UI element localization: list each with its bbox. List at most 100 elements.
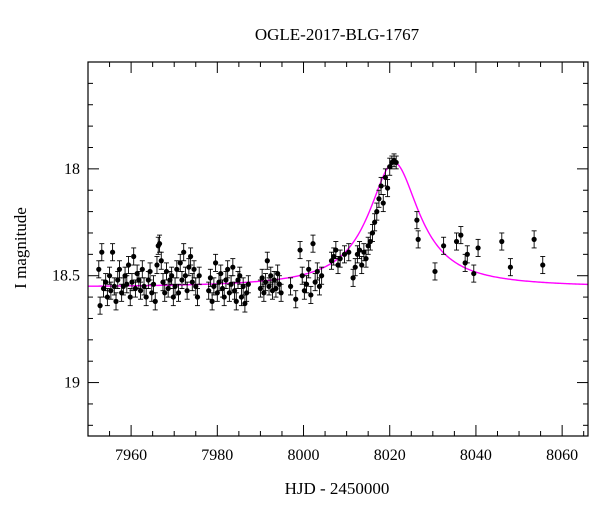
data-point	[187, 253, 194, 260]
data-point	[441, 243, 447, 249]
x-tick-label: 8040	[460, 447, 492, 464]
data-point	[206, 288, 212, 294]
x-tick-label: 8060	[546, 447, 578, 464]
data-point	[100, 285, 107, 292]
data-point	[310, 241, 316, 247]
data-point	[136, 277, 142, 283]
data-point	[223, 277, 229, 283]
data-point	[115, 277, 121, 283]
data-point	[177, 260, 183, 266]
data-point	[189, 279, 195, 285]
data-point	[104, 294, 110, 300]
data-point	[131, 253, 137, 260]
data-point	[218, 270, 224, 277]
chart-title: OGLE-2017-BLG-1767	[255, 25, 420, 44]
data-point	[346, 249, 352, 255]
data-point	[337, 256, 343, 262]
data-point	[259, 275, 265, 281]
data-point	[453, 238, 460, 245]
data-point	[106, 273, 113, 279]
data-point	[352, 264, 358, 270]
data-point	[193, 283, 199, 289]
data-point	[499, 238, 505, 245]
data-point	[471, 270, 477, 277]
data-point	[209, 298, 215, 304]
data-point	[306, 266, 312, 272]
data-point	[169, 273, 175, 279]
data-point	[158, 258, 164, 264]
data-point	[432, 268, 438, 275]
data-point	[116, 266, 123, 272]
data-point	[113, 298, 119, 304]
data-point	[350, 275, 356, 281]
data-point	[125, 262, 132, 268]
data-point	[266, 283, 272, 289]
data-point	[314, 268, 320, 275]
data-point	[278, 290, 284, 296]
data-point	[207, 275, 214, 281]
data-point	[365, 243, 371, 249]
data-point	[507, 264, 514, 270]
data-point	[287, 283, 294, 289]
data-point	[382, 174, 389, 181]
data-point	[363, 256, 369, 262]
y-axis-label: I magnitude	[11, 207, 30, 289]
data-point	[458, 232, 464, 238]
data-point	[99, 249, 105, 255]
data-point	[242, 300, 248, 307]
data-point	[301, 288, 307, 294]
x-tick-label: 7980	[201, 447, 233, 464]
data-point	[103, 279, 109, 285]
data-point	[328, 258, 335, 264]
data-point	[369, 230, 376, 236]
data-point	[196, 273, 202, 279]
data-point	[137, 288, 144, 294]
data-point	[312, 279, 318, 285]
data-point	[361, 249, 367, 255]
data-point	[237, 273, 243, 279]
data-point	[331, 253, 337, 260]
data-point	[231, 288, 238, 294]
data-point	[230, 264, 236, 270]
y-tick-label: 19	[64, 375, 80, 392]
data-point	[194, 294, 201, 300]
data-point	[380, 200, 386, 206]
data-point	[540, 262, 546, 268]
data-point	[97, 303, 103, 309]
data-point	[356, 247, 363, 253]
data-point	[152, 298, 158, 304]
data-point	[179, 277, 185, 283]
data-point	[111, 283, 117, 289]
data-point	[531, 236, 537, 242]
data-point	[143, 294, 149, 300]
data-point	[341, 251, 348, 257]
data-point	[160, 279, 166, 285]
data-point	[293, 296, 299, 302]
data-point	[257, 285, 264, 292]
data-point	[268, 273, 274, 279]
data-point	[108, 288, 114, 294]
data-point	[238, 294, 245, 300]
data-point	[245, 281, 251, 287]
data-point	[354, 251, 360, 257]
data-point	[333, 247, 339, 253]
data-point	[335, 262, 341, 268]
data-point	[163, 268, 170, 275]
data-point	[464, 251, 470, 257]
data-point	[96, 266, 102, 272]
data-point	[415, 236, 421, 242]
data-point	[124, 281, 130, 287]
data-point	[172, 283, 178, 289]
data-point	[170, 294, 176, 300]
data-point	[297, 247, 303, 253]
data-point	[211, 283, 217, 289]
data-point	[384, 185, 391, 191]
axis-tick-labels: 7960 7980 8000 8020 8040 8060 18 18.5 19	[52, 161, 578, 464]
data-point	[221, 294, 227, 300]
data-point	[225, 266, 231, 272]
y-tick-label: 18.5	[52, 268, 80, 285]
data-point	[174, 266, 180, 272]
data-point	[147, 268, 153, 275]
x-tick-label: 8020	[374, 447, 406, 464]
data-point	[109, 249, 116, 255]
